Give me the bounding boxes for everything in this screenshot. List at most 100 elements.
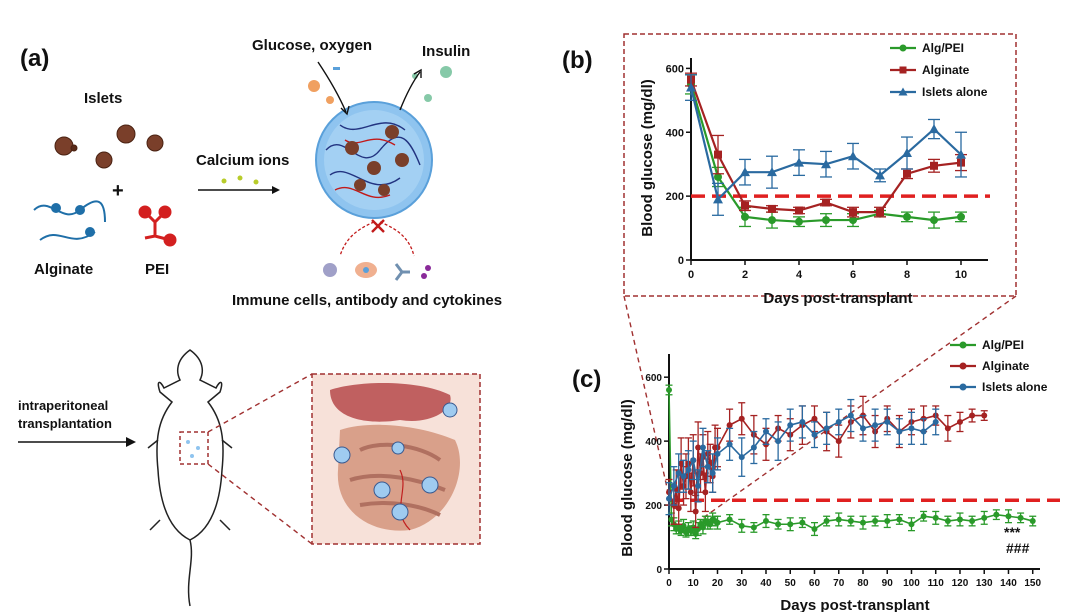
series-line [689,87,962,202]
data-point [670,482,677,489]
x-tick-label: 2 [742,269,748,281]
data-point [799,418,806,425]
data-point [821,159,831,169]
chart-c: 0 200 400 600 0 10 20 30 40 50 60 70 80 90 100 110 120 13… [645,338,1060,589]
data-point [930,161,938,170]
data-point [859,425,866,432]
data-point [702,489,709,496]
x-tick-label: 120 [952,578,969,589]
data-point [902,148,912,158]
data-point [884,518,891,525]
data-point [762,518,769,525]
data-point [687,489,694,496]
x-tick-label: 110 [928,578,945,589]
data-point [666,495,672,502]
data-point [957,212,965,221]
data-point [738,454,745,461]
data-point [1029,518,1036,525]
panel-b-label: (b) [562,47,593,74]
data-point [835,438,842,445]
legend-label: Alginate [982,359,1030,373]
legend-marker [959,341,967,349]
data-point [903,169,911,178]
data-point [930,216,938,225]
data-point [981,514,988,521]
series-line [689,79,962,214]
data-point [695,444,702,451]
data-point [822,216,830,225]
panel-c: (c) 0 200 400 600 0 10 20 30 40 50 60 70 80 90 100 110 1… [572,338,1060,612]
b-to-c-zoom-lines [623,295,1017,521]
right-arrow-icon [198,186,280,194]
alginate-strand-icon [33,200,106,241]
data-point [956,149,966,159]
data-point [741,201,749,210]
series-alginate [685,72,967,218]
series-alg-pei [665,384,1037,540]
pei-label: PEI [145,261,169,278]
chart-c-ylabel: Blood glucose (mg/dl) [619,399,636,557]
significance-stars: *** [1004,524,1021,540]
data-point [811,431,818,438]
data-point [750,524,757,531]
x-tick-label: 140 [1000,578,1017,589]
data-point [884,418,891,425]
data-point [908,425,915,432]
panel-b: (b) 0 200 400 600 0 2 4 6 8 10 Alg/PEI Alginate Isle… [562,33,1017,307]
x-tick-label: 10 [955,269,967,281]
data-point [740,167,750,177]
x-tick-label: 80 [857,578,869,589]
data-point [903,212,911,221]
x-tick-label: 6 [850,269,856,281]
calcium-label: Calcium ions [196,152,289,169]
data-point [726,422,733,429]
data-point [848,151,858,161]
data-point [726,441,733,448]
x-tick-label: 70 [833,578,845,589]
series-islets-alone [665,398,940,516]
data-point [896,516,903,523]
legend-label: Alginate [922,63,970,77]
data-point [768,204,776,213]
data-point [787,521,794,528]
data-point [849,208,857,217]
data-point [795,206,803,215]
data-point [835,516,842,523]
data-point [896,428,903,435]
data-point [690,457,697,464]
data-point [750,444,757,451]
data-point [768,216,776,225]
data-point [932,514,939,521]
legend-marker [899,44,907,52]
x-tick-label: 4 [796,269,803,281]
data-point [1017,514,1024,521]
x-tick-label: 90 [882,578,894,589]
x-tick-label: 50 [785,578,797,589]
alginate-label: Alginate [34,261,93,278]
data-point [675,470,682,477]
data-point [692,508,699,515]
x-tick-label: 130 [976,578,993,589]
data-point [981,412,988,419]
data-point [762,428,769,435]
data-point [993,511,1000,518]
injected-capsules-icon [186,440,200,458]
y-tick-label: 600 [645,373,662,384]
data-point [929,124,939,134]
glucose-arrow-icon [317,61,350,116]
pei-molecule-icon [138,205,177,247]
y-tick-label: 400 [666,127,684,139]
data-point [969,412,976,419]
glucose-label: Glucose, oxygen [252,37,372,54]
data-point [775,521,782,528]
data-point [920,428,927,435]
legend-marker [899,66,907,74]
data-point [956,418,963,425]
data-point [714,519,721,526]
data-point [876,208,884,217]
data-point [704,463,711,470]
data-point [944,425,951,432]
data-point [823,518,830,525]
x-tick-label: 60 [809,578,821,589]
